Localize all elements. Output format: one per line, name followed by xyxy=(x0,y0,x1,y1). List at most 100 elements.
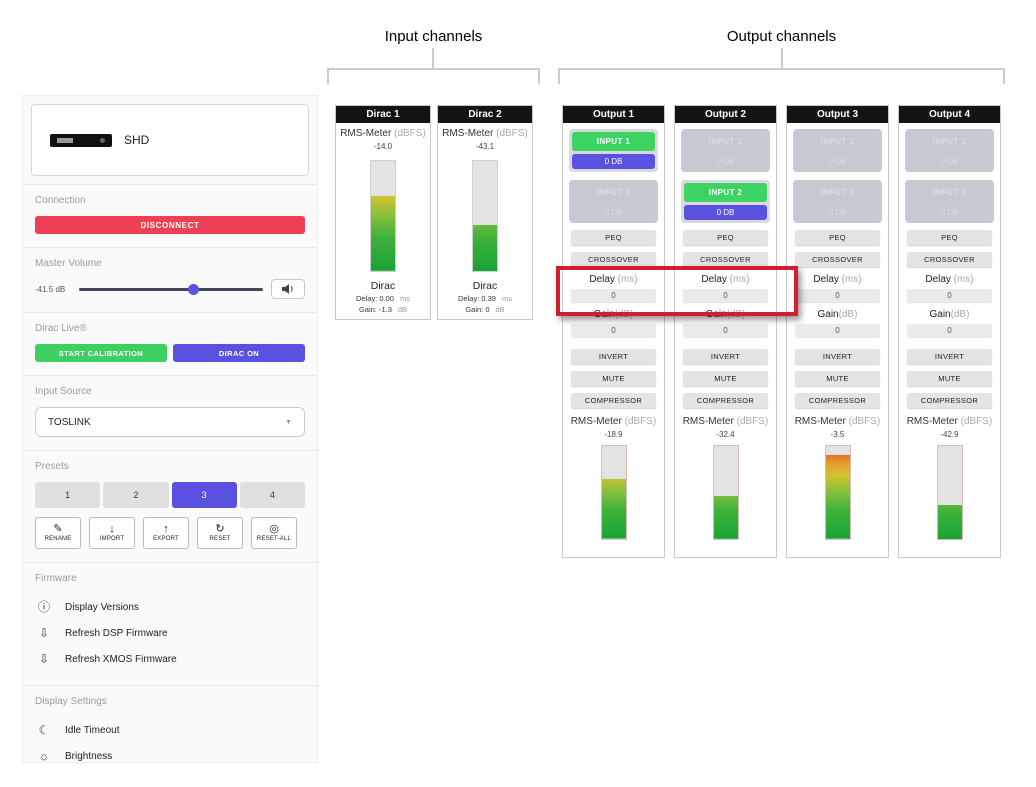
device-name: SHD xyxy=(124,133,150,147)
input2-routing-group[interactable]: INPUT 2 0 DB xyxy=(569,180,658,223)
mute-button[interactable]: MUTE xyxy=(795,371,880,386)
invert-button[interactable]: INVERT xyxy=(795,349,880,364)
delay-label: Delay (ms) xyxy=(589,274,638,285)
slider-thumb[interactable] xyxy=(188,284,200,295)
delay-input[interactable]: 0 xyxy=(907,289,992,302)
gain-input[interactable]: 0 xyxy=(795,324,880,337)
compressor-button[interactable]: COMPRESSOR xyxy=(683,393,768,408)
meter-fill xyxy=(601,479,626,539)
input1-button[interactable]: INPUT 1 xyxy=(572,132,655,151)
crossover-button[interactable]: CROSSOVER xyxy=(907,252,992,267)
preset-2-button[interactable]: 2 xyxy=(103,482,169,508)
start-calibration-button[interactable]: START CALIBRATION xyxy=(35,344,167,362)
peq-button[interactable]: PEQ xyxy=(571,230,656,245)
gain-input[interactable]: 0 xyxy=(571,324,656,337)
input2-routing-group[interactable]: INPUT 2 0 DB xyxy=(905,180,994,223)
input1-routing-group[interactable]: INPUT 1 0 DB xyxy=(569,129,658,172)
master-volume-slider[interactable] xyxy=(79,283,263,295)
input-source-value: TOSLINK xyxy=(48,416,91,428)
import-icon: ↓ xyxy=(109,523,115,535)
preset-4-button[interactable]: 4 xyxy=(239,482,305,508)
meter-fill xyxy=(937,504,962,539)
peq-button[interactable]: PEQ xyxy=(795,230,880,245)
rename-button[interactable]: ✎ RENAME xyxy=(35,517,81,549)
compressor-button[interactable]: COMPRESSOR xyxy=(907,393,992,408)
input2-gain-button[interactable]: 0 DB xyxy=(604,208,623,217)
rms-meter xyxy=(600,445,627,540)
import-button[interactable]: ↓ IMPORT xyxy=(89,517,135,549)
mute-button[interactable]: MUTE xyxy=(907,371,992,386)
dirac-on-button[interactable]: DIRAC ON xyxy=(173,344,305,362)
input-source-dropdown[interactable]: TOSLINK ▼ xyxy=(35,407,305,437)
rms-meter xyxy=(824,445,851,540)
refresh-xmos-firmware-item[interactable]: ⇩ Refresh XMOS Firmware xyxy=(35,646,305,672)
delay-label: Delay (ms) xyxy=(813,274,862,285)
input-source-section-label: Input Source xyxy=(35,386,92,397)
input2-gain-button[interactable]: 0 DB xyxy=(828,208,847,217)
mute-button[interactable]: MUTE xyxy=(683,371,768,386)
input1-routing-group[interactable]: INPUT 1 0 DB xyxy=(905,129,994,172)
brightness-item[interactable]: ☼ Brightness xyxy=(35,743,305,769)
gain-readout: Gain: -1.3 dB xyxy=(358,305,408,314)
input1-gain-button[interactable]: 0 DB xyxy=(828,157,847,166)
rename-label: RENAME xyxy=(44,536,72,542)
reset-all-button[interactable]: ◎ RESET-ALL xyxy=(251,517,297,549)
input2-gain-button[interactable]: 0 DB xyxy=(940,208,959,217)
input2-routing-group[interactable]: INPUT 2 0 DB xyxy=(793,180,882,223)
dirac-live-section: Dirac Live® START CALIBRATION DIRAC ON xyxy=(23,312,317,375)
input1-gain-button[interactable]: 0 DB xyxy=(940,157,959,166)
refresh-dsp-firmware-item[interactable]: ⇩ Refresh DSP Firmware xyxy=(35,620,305,646)
display-versions-item[interactable]: ⓘ Display Versions xyxy=(35,594,305,620)
reset-button[interactable]: ↻ RESET xyxy=(197,517,243,549)
input1-button[interactable]: INPUT 1 xyxy=(820,137,855,146)
input1-button[interactable]: INPUT 1 xyxy=(932,137,967,146)
input2-gain-button[interactable]: 0 DB xyxy=(684,205,767,220)
input2-button[interactable]: INPUT 2 xyxy=(684,183,767,202)
input2-button[interactable]: INPUT 2 xyxy=(932,188,967,197)
input-channel-strip-2: Dirac 2 RMS-Meter (dBFS) -43.1 Dirac Del… xyxy=(437,105,533,320)
channel-title: Dirac 1 xyxy=(336,106,430,123)
slider-track xyxy=(79,288,263,291)
preset-3-button[interactable]: 3 xyxy=(171,482,237,508)
rms-meter xyxy=(936,445,963,540)
idle-timeout-item[interactable]: ☾ Idle Timeout xyxy=(35,717,305,743)
input1-gain-button[interactable]: 0 DB xyxy=(572,154,655,169)
invert-button[interactable]: INVERT xyxy=(571,349,656,364)
compressor-button[interactable]: COMPRESSOR xyxy=(571,393,656,408)
export-button[interactable]: ↑ EXPORT xyxy=(143,517,189,549)
gain-input[interactable]: 0 xyxy=(683,324,768,337)
invert-button[interactable]: INVERT xyxy=(907,349,992,364)
preset-1-button[interactable]: 1 xyxy=(35,482,101,508)
export-icon: ↑ xyxy=(163,523,169,535)
input1-routing-group[interactable]: INPUT 1 0 DB xyxy=(793,129,882,172)
peq-button[interactable]: PEQ xyxy=(907,230,992,245)
chevron-down-icon: ▼ xyxy=(285,418,292,426)
display-versions-label: Display Versions xyxy=(65,601,139,613)
rms-meter-value: -43.1 xyxy=(475,142,495,151)
crossover-button[interactable]: CROSSOVER xyxy=(683,252,768,267)
mute-button[interactable]: MUTE xyxy=(571,371,656,386)
gain-input[interactable]: 0 xyxy=(907,324,992,337)
rms-meter-label: RMS-Meter (dBFS) xyxy=(570,416,657,427)
peq-button[interactable]: PEQ xyxy=(683,230,768,245)
input2-button[interactable]: INPUT 2 xyxy=(820,188,855,197)
preset-actions-row: ✎ RENAME ↓ IMPORT ↑ EXPORT ↻ RESET ◎ RES… xyxy=(35,517,305,549)
disconnect-button[interactable]: DISCONNECT xyxy=(35,216,305,234)
mute-toggle-button[interactable] xyxy=(271,279,305,299)
input2-routing-group[interactable]: INPUT 2 0 DB xyxy=(681,180,770,223)
delay-input[interactable]: 0 xyxy=(795,289,880,302)
input2-button[interactable]: INPUT 2 xyxy=(596,188,631,197)
delay-input[interactable]: 0 xyxy=(683,289,768,302)
delay-input[interactable]: 0 xyxy=(571,289,656,302)
input1-button[interactable]: INPUT 1 xyxy=(708,137,743,146)
invert-button[interactable]: INVERT xyxy=(683,349,768,364)
input1-routing-group[interactable]: INPUT 1 0 DB xyxy=(681,129,770,172)
input1-gain-button[interactable]: 0 DB xyxy=(716,157,735,166)
input-channels-label: Input channels xyxy=(384,28,483,45)
compressor-button[interactable]: COMPRESSOR xyxy=(795,393,880,408)
rms-meter-value: -14.0 xyxy=(373,142,393,151)
meter-fill xyxy=(473,224,497,271)
gain-readout: Gain: 0 dB xyxy=(465,305,505,314)
crossover-button[interactable]: CROSSOVER xyxy=(795,252,880,267)
crossover-button[interactable]: CROSSOVER xyxy=(571,252,656,267)
